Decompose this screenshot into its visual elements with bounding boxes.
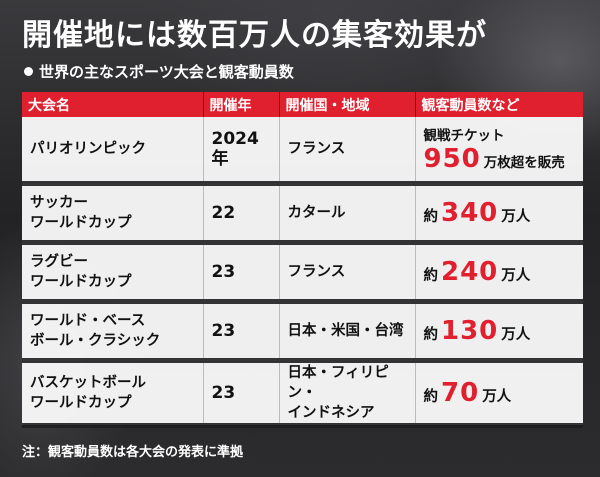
attendance-prefix: 約 [423, 326, 439, 343]
cell-event-name-text: パリオリンピック [30, 140, 146, 157]
cell-attendance: 約 340 万人 [415, 183, 583, 245]
cell-year-text: 23 [211, 320, 236, 341]
cell-event-name: バスケットボール ワールドカップ [22, 360, 204, 428]
cell-event-name-text: サッカー ワールドカップ [30, 194, 132, 231]
cell-country-text: カタール [287, 204, 346, 221]
cell-event-name: パリオリンピック [22, 117, 204, 186]
table-row: バスケットボール ワールドカップ 23 日本・フィリピン・ インドネシア 約 70 万人 [22, 360, 583, 428]
header-attendance: 観客動員数など [415, 92, 583, 117]
cell-country: フランス [279, 242, 416, 304]
cell-country-text: フランス [287, 140, 346, 157]
cell-country: フランス [279, 117, 416, 186]
cell-year-text: 2024年 [211, 128, 259, 169]
header-country: 開催国・地域 [279, 92, 416, 117]
attendance-value-line: 約 240 万人 [424, 257, 576, 287]
cell-year-text: 22 [211, 202, 236, 223]
attendance-value-line: 約 70 万人 [424, 378, 576, 408]
attendance-suffix: 万人 [501, 326, 531, 343]
bullet-icon [24, 67, 33, 76]
cell-year: 22 [203, 183, 280, 245]
cell-year: 23 [203, 242, 280, 304]
attendance-number: 340 [441, 197, 499, 228]
cell-event-name: サッカー ワールドカップ [22, 183, 204, 245]
attendance-number: 950 [423, 143, 481, 174]
footnote: 注：観客動員数は各大会の発表に準拠 [22, 445, 244, 460]
cell-year: 23 [203, 360, 280, 428]
attendance-value-line: 約 340 万人 [424, 198, 576, 228]
events-table: 大会名 開催年 開催国・地域 観客動員数など パリオリンピック 2024年 フランス… [22, 92, 583, 428]
cell-country-text: 日本・フィリピン・ インドネシア [287, 364, 389, 421]
attendance-value-line: 950 万枚超を販売 [424, 144, 576, 174]
attendance-number: 240 [441, 256, 499, 287]
cell-event-name-text: ラグビー ワールドカップ [30, 253, 132, 290]
cell-year: 2024年 [203, 117, 280, 186]
attendance-value-line: 約 130 万人 [424, 316, 576, 346]
cell-event-name-text: ワールド・ベース ボール・クラシック [30, 312, 161, 349]
table-row: ワールド・ベース ボール・クラシック 23 日本・米国・台湾 約 130 万人 [22, 301, 583, 363]
attendance-suffix: 万枚超を販売 [483, 154, 565, 171]
cell-country-text: フランス [287, 263, 346, 280]
attendance-prefix: 約 [423, 388, 439, 405]
attendance-number: 130 [441, 315, 499, 346]
cell-attendance: 約 130 万人 [415, 301, 583, 363]
subtitle-text: 世界の主なスポーツ大会と観客動員数 [39, 63, 294, 81]
attendance-suffix: 万人 [501, 208, 531, 225]
cell-attendance: 約 70 万人 [415, 360, 583, 428]
cell-year-text: 23 [211, 261, 236, 282]
attendance-label: 観戦チケット [423, 127, 505, 144]
cell-country-text: 日本・米国・台湾 [287, 322, 404, 339]
table-row: ラグビー ワールドカップ 23 フランス 約 240 万人 [22, 242, 583, 304]
attendance-suffix: 万人 [501, 267, 531, 284]
cell-year: 23 [203, 301, 280, 363]
table-row: サッカー ワールドカップ 22 カタール 約 340 万人 [22, 183, 583, 245]
cell-attendance: 約 240 万人 [415, 242, 583, 304]
attendance-number: 70 [441, 377, 480, 408]
attendance-prefix: 約 [423, 208, 439, 225]
cell-country: カタール [279, 183, 416, 245]
cell-country: 日本・米国・台湾 [279, 301, 416, 363]
header-year: 開催年 [203, 92, 280, 117]
cell-year-text: 23 [211, 382, 236, 403]
cell-event-name: ワールド・ベース ボール・クラシック [22, 301, 204, 363]
attendance-prefix: 約 [423, 267, 439, 284]
cell-attendance: 観戦チケット 950 万枚超を販売 [415, 117, 583, 186]
header-event-name: 大会名 [22, 92, 204, 117]
cell-event-name: ラグビー ワールドカップ [22, 242, 204, 304]
table-row: パリオリンピック 2024年 フランス 観戦チケット 950 万枚超を販売 [22, 117, 583, 186]
subtitle: 世界の主なスポーツ大会と観客動員数 [24, 61, 294, 82]
cell-event-name-text: バスケットボール ワールドカップ [30, 374, 146, 411]
page-title: 開催地には数百万人の集客効果が [22, 18, 487, 53]
table-header-row: 大会名 開催年 開催国・地域 観客動員数など [22, 92, 583, 117]
cell-country: 日本・フィリピン・ インドネシア [279, 360, 416, 428]
attendance-suffix: 万人 [482, 388, 512, 405]
